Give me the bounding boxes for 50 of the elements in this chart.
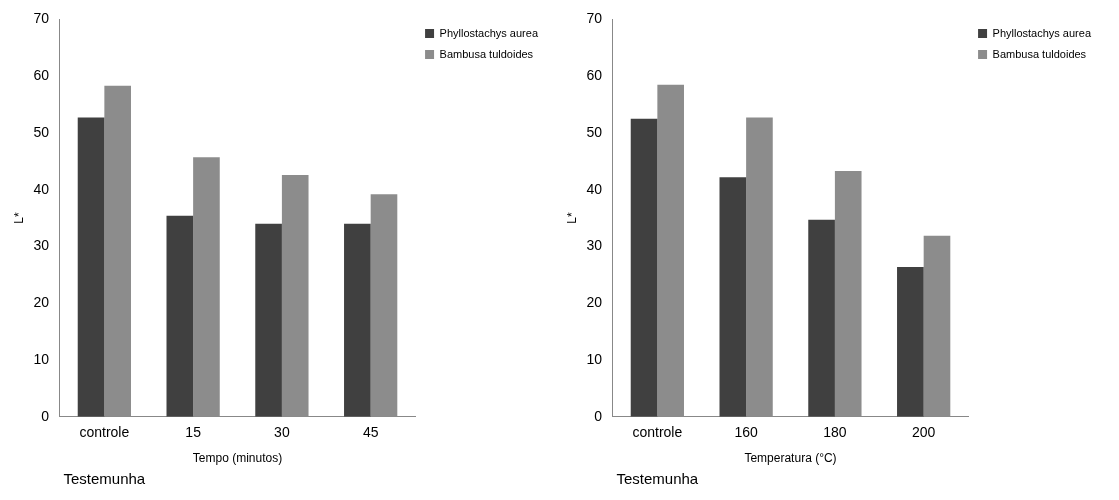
bar bbox=[104, 85, 131, 417]
x-tick-label: controle bbox=[79, 424, 130, 441]
bar bbox=[719, 177, 747, 417]
bar bbox=[897, 266, 924, 417]
bar bbox=[657, 84, 684, 417]
legend-label: Bambusa tuldoides bbox=[992, 47, 1087, 60]
y-tick-label: 40 bbox=[586, 180, 603, 197]
x-tick-label: 180 bbox=[823, 424, 847, 441]
bar bbox=[281, 174, 309, 417]
y-tick-label: 10 bbox=[33, 350, 50, 367]
bar bbox=[746, 117, 773, 417]
x-axis-title: Temperatura (°C) bbox=[744, 451, 837, 466]
bar bbox=[923, 235, 951, 417]
bar bbox=[834, 170, 862, 417]
y-tick-label: 10 bbox=[586, 350, 603, 367]
y-tick-label: 0 bbox=[594, 407, 603, 424]
y-tick-label: 60 bbox=[33, 67, 50, 84]
legend-label: Bambusa tuldoides bbox=[439, 47, 534, 60]
x-tick-label: controle bbox=[632, 424, 683, 441]
y-tick-label: 30 bbox=[33, 237, 50, 254]
text: Testemunha bbox=[616, 470, 699, 487]
y-tick-label: 50 bbox=[33, 123, 50, 140]
y-tick-label: 70 bbox=[586, 10, 603, 27]
y-tick-label: 40 bbox=[33, 180, 50, 197]
x-tick-label: 45 bbox=[362, 424, 379, 441]
x-axis-title: Tempo (minutos) bbox=[192, 451, 283, 466]
bar bbox=[77, 117, 105, 417]
y-tick-label: 20 bbox=[33, 294, 50, 311]
x-tick-label: 15 bbox=[185, 424, 202, 441]
y-axis-title: L* bbox=[11, 212, 26, 224]
y-axis-title: L* bbox=[564, 212, 579, 224]
legend-label: Phyllostachys aurea bbox=[992, 26, 1092, 39]
bar bbox=[808, 219, 835, 417]
y-tick-label: 60 bbox=[586, 67, 603, 84]
x-tick-label: 30 bbox=[274, 424, 290, 441]
bar bbox=[370, 194, 398, 417]
bar bbox=[166, 215, 194, 417]
y-tick-label: 0 bbox=[41, 407, 50, 424]
x-tick-label: 160 bbox=[734, 424, 759, 441]
bar bbox=[344, 223, 371, 417]
y-tick-label: 50 bbox=[586, 123, 603, 140]
y-tick-label: 70 bbox=[33, 10, 50, 27]
y-tick-label: 20 bbox=[586, 294, 603, 311]
bar bbox=[193, 157, 220, 417]
bar bbox=[255, 223, 282, 417]
y-tick-label: 30 bbox=[586, 237, 603, 254]
x-tick-label: 200 bbox=[911, 424, 936, 441]
legend-label: Phyllostachys aurea bbox=[439, 26, 539, 39]
bar bbox=[630, 118, 658, 417]
text: Testemunha bbox=[63, 470, 146, 487]
